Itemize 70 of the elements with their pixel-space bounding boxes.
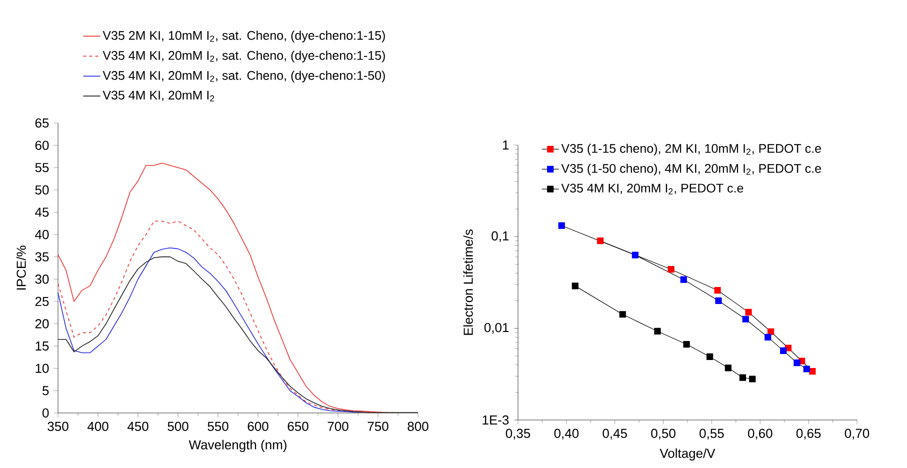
point (742, 316, 749, 322)
point (809, 368, 816, 375)
y-tick-label: 60 (35, 140, 49, 150)
x-tick-label: 650 (288, 422, 308, 431)
y-tick-label: 10 (36, 364, 49, 373)
point (739, 374, 746, 381)
point (706, 353, 714, 360)
x-tick-label: 0,40 (554, 428, 579, 440)
y-tick-label: 30 (35, 274, 49, 284)
point (794, 360, 800, 366)
y-tick-label: 1E-3 (482, 415, 509, 425)
y-tick-label: 0 (42, 408, 49, 418)
point (558, 222, 565, 229)
legend-label: V35 2M KI, 10mM I$_{2}$, sat. Cheno, (dye-cheno:1-15) (102, 30, 385, 42)
x-tick-label: 600 (248, 422, 268, 431)
point (724, 364, 732, 372)
point (680, 276, 687, 283)
y-tick-label: 5 (42, 386, 49, 396)
legend-label: V35 4M KI, 20mM I$_{2}$, sat. Cheno, (dye-cheno:1-15) (102, 50, 385, 62)
legend-label: V35 (1-50 cheno), 4M KI, 20mM I$_{2}$, PEDOT c.e (561, 164, 821, 176)
x-tick-label: 800 (408, 422, 428, 431)
point (572, 282, 578, 290)
y-tick-label: 65 (35, 118, 49, 128)
y-tick-label: 25 (35, 296, 49, 306)
legend-label: V35 (1-15 cheno), 2M KI, 10mM I$_{2}$, PEDOT c.e (561, 144, 821, 156)
point (714, 286, 721, 294)
y-tick-label: 20 (35, 319, 49, 328)
x-tick-label: 0,65 (796, 428, 821, 440)
legend-label: V35 4M KI, 20mM I$_{2}$, PEDOT c.e (561, 184, 744, 194)
y-tick-label: 0,01 (484, 322, 509, 334)
point (745, 308, 752, 316)
x-tick-label: 0,55 (700, 428, 724, 440)
point (668, 266, 674, 273)
y-tick-label: 0,1 (492, 231, 509, 242)
point (654, 328, 661, 335)
x-tick-label: 0,60 (748, 428, 772, 440)
x-tick-label: 550 (208, 422, 228, 431)
y-tick-label: 45 (35, 208, 49, 217)
point (597, 238, 604, 244)
y-tick-label: 55 (35, 163, 49, 172)
y-axis-title: Electron Lifetime/s (463, 230, 473, 335)
y-tick-label: 50 (35, 185, 49, 195)
legend-label: V35 4M KI, 20mM I$_{2}$ (102, 90, 214, 102)
point (632, 252, 638, 258)
x-tick-label: 0,50 (651, 428, 676, 440)
point (683, 340, 690, 348)
y-tick-label: 1 (502, 140, 509, 150)
x-axis-title: Voltage/V (660, 448, 716, 461)
y-tick-label: 40 (35, 230, 49, 240)
x-tick-label: 750 (368, 422, 388, 431)
point (764, 334, 772, 341)
x-tick-label: 450 (127, 422, 148, 431)
x-tick-label: 0,35 (506, 428, 530, 440)
point (767, 328, 774, 335)
x-tick-label: 400 (87, 422, 108, 431)
point (803, 366, 810, 372)
x-tick-label: 350 (48, 422, 68, 431)
y-tick-label: 35 (35, 252, 49, 262)
x-tick-label: 700 (328, 422, 348, 431)
x-tick-label: 0,70 (844, 428, 870, 440)
legend-label: V35 4M KI, 20mM I$_{2}$, sat. Cheno, (dye-cheno:1-50) (102, 70, 385, 82)
y-tick-label: 15 (36, 342, 49, 351)
point (715, 297, 722, 304)
x-tick-label: 0,45 (602, 428, 627, 440)
point (780, 347, 787, 354)
point (619, 311, 626, 318)
x-axis-title: Wavelength (nm) (188, 440, 286, 452)
x-tick-label: 500 (168, 422, 188, 431)
y-axis-title: IPCE/% (16, 246, 26, 290)
point (749, 376, 756, 382)
